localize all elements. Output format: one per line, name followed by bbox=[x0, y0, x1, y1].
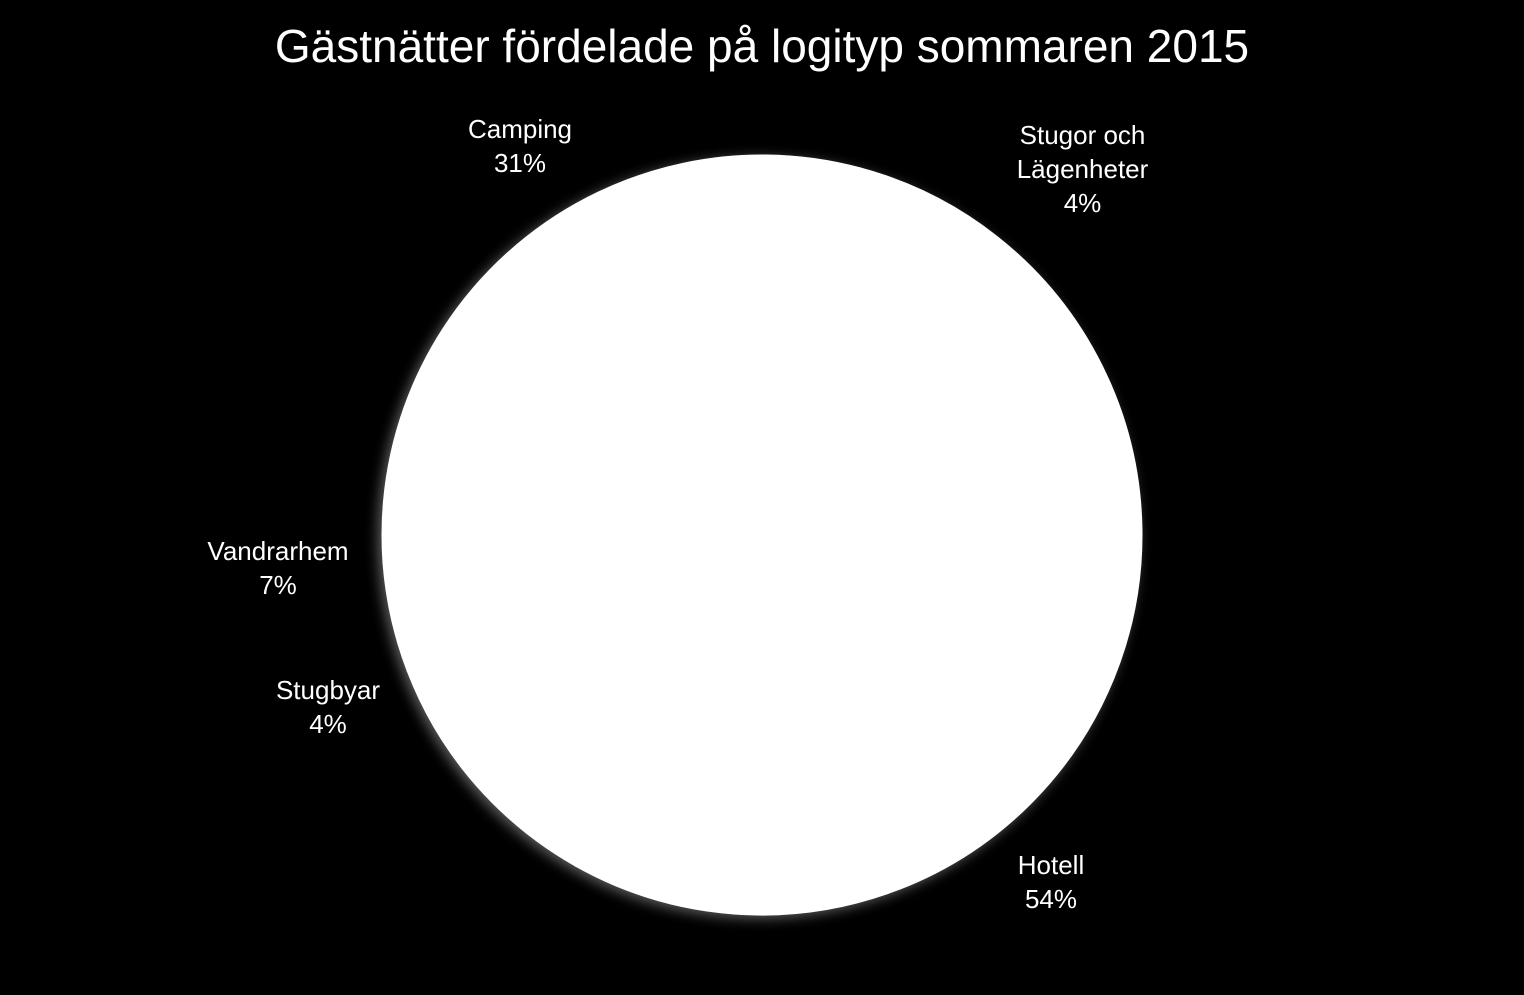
slice-name-hotell: Hotell bbox=[1017, 850, 1085, 880]
pie-slice-vandrarhem bbox=[406, 534, 763, 811]
slice-name-camping: Camping bbox=[467, 114, 573, 144]
pie-slice-camping bbox=[381, 154, 767, 672]
slice-value-vandrarhem: 7% bbox=[259, 570, 297, 600]
slice-value-hotell: 54% bbox=[1024, 884, 1078, 914]
slice-label-vandrarhem: Vandrarhem 7% bbox=[188, 534, 368, 602]
slice-label-camping: Camping 31% bbox=[440, 112, 600, 180]
pie-slice-hotell bbox=[574, 167, 1143, 916]
slice-name-stugor-line2: Lägenheter bbox=[1016, 154, 1149, 184]
slice-value-camping: 31% bbox=[493, 148, 547, 178]
chart-title: Gästnätter fördelade på logityp sommaren… bbox=[274, 20, 1250, 72]
slice-label-stugor-och-lagenheter: Stugor och Lägenheter 4% bbox=[990, 118, 1175, 220]
slice-value-stugbyar: 4% bbox=[309, 709, 347, 739]
slice-name-vandrarhem: Vandrarhem bbox=[207, 536, 349, 566]
slice-name-stugor-line1: Stugor och bbox=[1019, 120, 1146, 150]
slice-label-hotell: Hotell 54% bbox=[981, 848, 1121, 916]
slice-name-stugbyar: Stugbyar bbox=[275, 675, 381, 705]
slice-label-stugbyar: Stugbyar 4% bbox=[258, 673, 398, 741]
slice-value-stugor-och-lagenheter: 4% bbox=[1063, 188, 1102, 218]
